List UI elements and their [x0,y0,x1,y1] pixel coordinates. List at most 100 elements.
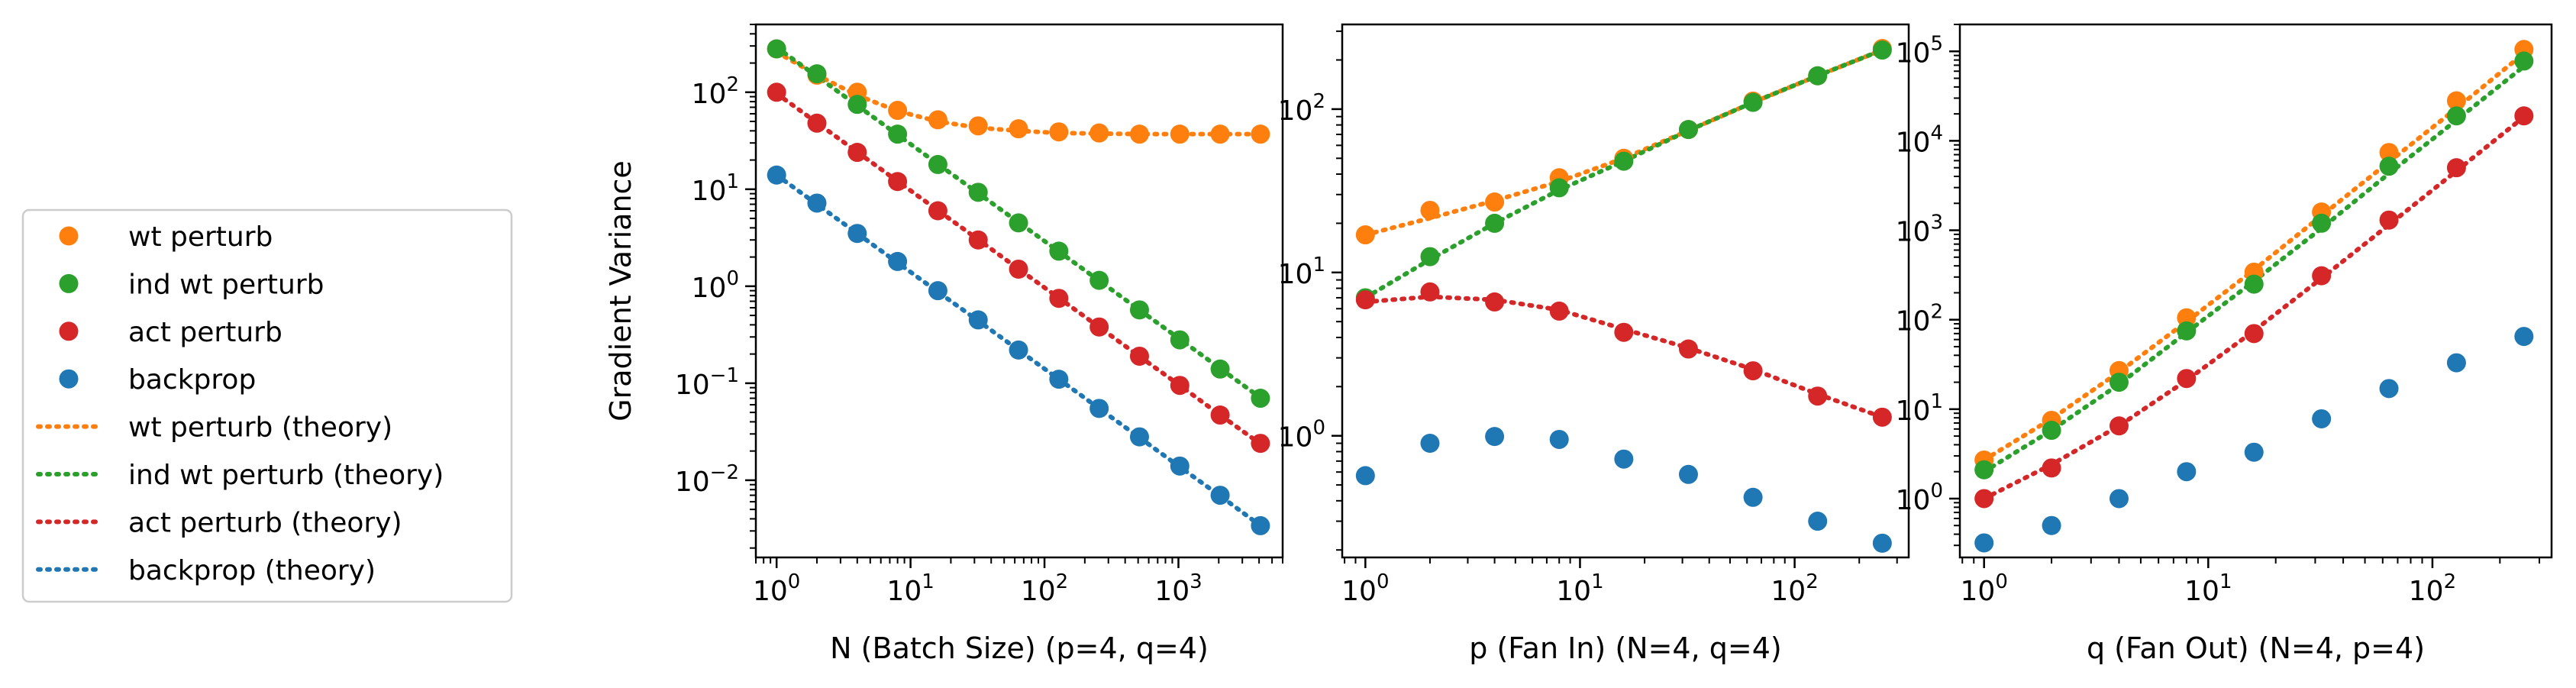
data-point-backprop [1251,515,1270,535]
data-point-act-perturb [968,230,988,250]
data-point-act-perturb [1678,339,1698,359]
legend-label: backprop [128,364,256,396]
data-point-backprop [1808,512,1828,531]
x-tick-label-exponent: 0 [1377,570,1390,593]
data-point-act-perturb [1872,407,1892,427]
data-point-act-perturb [1251,434,1270,454]
y-tick-label-exponent: 0 [1312,417,1325,440]
data-point-wt-perturb [968,116,988,136]
data-point-backprop [1872,533,1892,553]
data-point-act-perturb [1549,301,1569,321]
data-point-wt-perturb [888,101,908,121]
data-point-wt-perturb [1089,123,1109,143]
data-point-wt-perturb [1049,122,1069,142]
data-point-act-perturb [1974,489,1994,509]
x-tick-label-exponent: 1 [2219,570,2232,593]
x-tick-label: 103 [1154,570,1202,607]
x-tick-label-base: 10 [1771,576,1806,607]
y-tick-label: 10−1 [675,364,739,401]
data-point-act-perturb [847,143,867,163]
y-tick-label-base: 10 [1896,37,1931,69]
data-point-act-perturb [2042,458,2061,478]
data-point-act-perturb [1485,292,1505,312]
x-tick-label: 101 [1556,570,1603,607]
y-tick-label: 101 [692,170,739,207]
data-point-ind-wt-perturb [1614,151,1634,171]
data-point-backprop [807,193,827,213]
y-tick-label-exponent: 2 [1930,301,1943,324]
data-point-backprop [1049,370,1069,389]
plot-area-frame [1341,23,1910,559]
legend: wt perturb ind wt perturb act perturb backp… [21,208,513,603]
data-point-ind-wt-perturb [1549,178,1569,198]
data-point-ind-wt-perturb [1089,270,1109,290]
x-tick-label-base: 10 [886,576,922,607]
x-tick-label: 100 [1961,570,2008,607]
y-tick-label-exponent: 5 [1930,32,1943,55]
y-tick-label-base: 10 [1278,259,1313,290]
data-point-backprop [2446,353,2466,373]
y-tick-label: 104 [1896,121,1943,158]
data-point-backprop [888,251,908,271]
data-point-ind-wt-perturb [1210,359,1230,379]
y-tick-label-exponent: 0 [1930,480,1943,502]
data-point-act-perturb [1614,322,1634,342]
y-axis-label: Gradient Variance [604,160,638,422]
x-tick-label: 100 [1341,570,1389,607]
data-point-act-perturb [2446,158,2466,178]
data-point-act-perturb [928,201,947,221]
x-tick-label: 102 [1771,570,1818,607]
data-point-ind-wt-perturb [2109,373,2129,392]
data-point-ind-wt-perturb [888,124,908,144]
x-tick-label-exponent: 2 [1056,570,1069,593]
data-point-act-perturb [1170,376,1190,396]
data-point-ind-wt-perturb [767,39,786,59]
data-point-act-perturb [1089,317,1109,337]
data-point-ind-wt-perturb [1808,66,1828,86]
plot-area-frame [754,23,1284,559]
data-point-ind-wt-perturb [1974,460,1994,480]
y-tick-label-base: 10 [692,176,727,207]
x-tick-label-base: 10 [1341,576,1377,607]
data-point-ind-wt-perturb [1485,213,1505,233]
legend-label: ind wt perturb [128,269,324,300]
y-tick-label-base: 10 [1278,95,1313,127]
data-point-backprop [2312,409,2332,428]
data-point-act-perturb [1808,386,1828,406]
plot-marks [1355,39,1892,553]
data-point-ind-wt-perturb [1420,247,1440,266]
data-point-wt-perturb [2379,143,2399,163]
data-point-backprop [1089,399,1109,418]
data-point-ind-wt-perturb [1049,241,1069,261]
data-point-ind-wt-perturb [1872,40,1892,60]
data-point-act-perturb [2379,210,2399,230]
y-tick-label-exponent: 1 [1930,390,1943,413]
y-tick-label: 103 [1896,212,1943,248]
y-tick-label-base: 10 [692,273,727,304]
x-axis-label: q (Fan Out) (N=4, p=4) [2087,631,2425,665]
plot-marks [1974,40,2534,553]
data-point-backprop [1129,427,1149,447]
y-tick-label-exponent: 1 [1312,254,1325,276]
data-point-wt-perturb [928,110,947,130]
y-tick-label-base: 10 [692,79,727,110]
data-point-wt-perturb [1355,225,1375,245]
y-tick-label-base: 10 [1896,396,1931,427]
data-point-backprop [1743,487,1763,507]
theory-line-act-perturb-theory [1363,294,1885,420]
y-tick-label-base: 10 [1896,485,1931,516]
legend-item: act perturb (theory) [36,507,402,538]
data-point-ind-wt-perturb [1129,300,1149,320]
data-point-act-perturb [767,82,786,102]
data-point-wt-perturb [1420,200,1440,220]
data-point-act-perturb [1009,259,1028,279]
data-point-ind-wt-perturb [2379,157,2399,176]
data-point-backprop [968,310,988,330]
data-point-backprop [928,281,947,301]
y-tick-label-base: 10 [675,467,710,498]
data-point-act-perturb [807,113,827,133]
data-point-wt-perturb [1210,124,1230,144]
